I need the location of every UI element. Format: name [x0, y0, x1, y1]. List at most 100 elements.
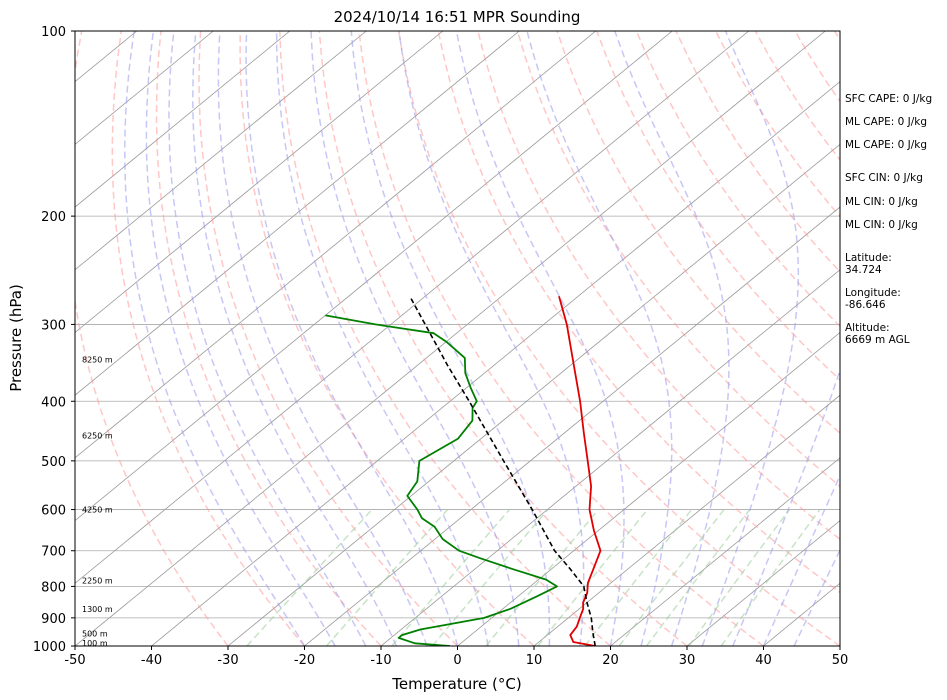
height-label: 100 m [82, 639, 108, 648]
x-tick-label: 20 [602, 653, 619, 668]
x-tick-label: 50 [832, 653, 849, 668]
dry-adiabat [596, 31, 840, 381]
y-tick-label: 800 [41, 580, 66, 595]
moist-adiabat [217, 31, 428, 646]
y-tick-label: 300 [41, 318, 66, 333]
height-label: 2250 m [82, 577, 113, 586]
dry-adiabat [279, 31, 611, 646]
axis-ticks: -50 -40 -30 -20 -10 0 10 20 30 40 50 100 200 300 400 50… [33, 25, 848, 668]
isotherm-line [227, 143, 840, 646]
mixing-ratio-line [537, 509, 649, 646]
moist-adiabat [124, 31, 306, 646]
isotherm-line [75, 31, 673, 522]
y-tick-label: 1000 [33, 640, 66, 655]
dry-adiabat [397, 31, 840, 646]
dry-adiabat [75, 31, 229, 646]
chart-title: 2024/10/14 16:51 MPR Sounding [334, 8, 581, 26]
sounding-info-line: ML CAPE: 0 J/kg [845, 139, 927, 151]
sounding-info-line: SFC CAPE: 0 J/kg [845, 93, 932, 105]
y-tick-label: 400 [41, 395, 66, 410]
isotherm-line [533, 394, 840, 646]
mixing-ratio-line [246, 509, 373, 646]
sounding-info-line: -86.646 [845, 299, 886, 311]
isotherm-line [75, 31, 750, 584]
y-tick-label: 500 [41, 455, 66, 470]
x-tick-label: -30 [217, 653, 238, 668]
moist-adiabat [350, 31, 551, 646]
isotherm-line [75, 31, 826, 646]
temperature-line [558, 296, 602, 646]
isotherm-line [686, 520, 840, 646]
moist-adiabat [310, 31, 520, 646]
x-tick-label: 30 [679, 653, 696, 668]
isotherm-line [151, 81, 840, 646]
mixing-ratio-line [431, 509, 549, 646]
isotherm-line [75, 31, 291, 208]
dry-adiabat [198, 31, 459, 646]
sounding-info-line: ML CAPE: 0 J/kg [845, 116, 927, 128]
moist-adiabat [192, 31, 397, 646]
dry-adiabat [239, 31, 535, 646]
isotherm-line [75, 31, 367, 271]
x-tick-label: -10 [370, 653, 391, 668]
y-tick-label: 700 [41, 545, 66, 560]
height-label: 4250 m [82, 506, 113, 515]
moist-adiabat [168, 31, 367, 646]
y-tick-label: 600 [41, 504, 66, 519]
sounding-info-line: Latitude: [845, 252, 892, 264]
mixing-ratio-line [325, 509, 449, 646]
height-label: 500 m [82, 630, 108, 639]
sounding-info-line: ML CIN: 0 J/kg [845, 219, 918, 231]
x-axis-label: Temperature (°C) [391, 675, 521, 693]
sounding-info-line: Longitude: [845, 287, 901, 299]
moist-adiabat [793, 548, 840, 646]
y-tick-label: 100 [41, 25, 66, 40]
isotherm-line [75, 31, 520, 396]
isotherm-line [304, 206, 840, 646]
dry-adiabat [111, 31, 306, 646]
dry-adiabat [516, 31, 840, 488]
moist-adiabat [732, 367, 840, 646]
mixing-ratio-line [391, 509, 511, 646]
x-tick-label: 40 [755, 653, 772, 668]
sounding-info-line: Altitude: [845, 322, 890, 334]
y-tick-label: 900 [41, 612, 66, 627]
y-axis-label: Pressure (hPa) [7, 284, 25, 392]
x-tick-label: -40 [141, 653, 162, 668]
background-lines [75, 31, 840, 646]
moist-adiabat [701, 31, 800, 646]
mixing-ratio-line [618, 509, 725, 646]
isotherm-line [75, 31, 214, 145]
mixing-ratio-line [720, 509, 821, 646]
mixing-ratio-line [645, 509, 751, 646]
height-label: 1300 m [82, 605, 113, 614]
moist-adiabat [455, 31, 625, 646]
sounding-info: SFC CAPE: 0 J/kg ML CAPE: 0 J/kg ML CAPE: … [845, 93, 932, 346]
isotherm-line [75, 31, 444, 333]
mixing-ratio-line [584, 509, 693, 646]
x-tick-label: 10 [526, 653, 543, 668]
parcel-line [409, 295, 596, 646]
sounding-info-line: ML CIN: 0 J/kg [845, 196, 918, 208]
height-label: 8250 m [82, 355, 113, 364]
sounding-info-line: 34.724 [845, 264, 882, 276]
x-tick-label: 0 [453, 653, 461, 668]
dry-adiabat [358, 31, 764, 646]
dry-adiabat [477, 31, 840, 541]
height-label: 6250 m [82, 432, 113, 441]
moist-adiabat [762, 473, 840, 646]
sounding-info-line: 6669 m AGL [845, 334, 910, 346]
dry-adiabat [318, 31, 688, 646]
isotherm-line [610, 457, 840, 646]
moist-adiabat [145, 31, 336, 646]
y-tick-label: 200 [41, 210, 66, 225]
sounding-info-line: SFC CIN: 0 J/kg [845, 172, 923, 184]
profile-lines [325, 295, 602, 646]
dry-adiabat [635, 31, 840, 328]
moist-adiabat [245, 31, 459, 646]
isotherm-line [75, 31, 597, 459]
